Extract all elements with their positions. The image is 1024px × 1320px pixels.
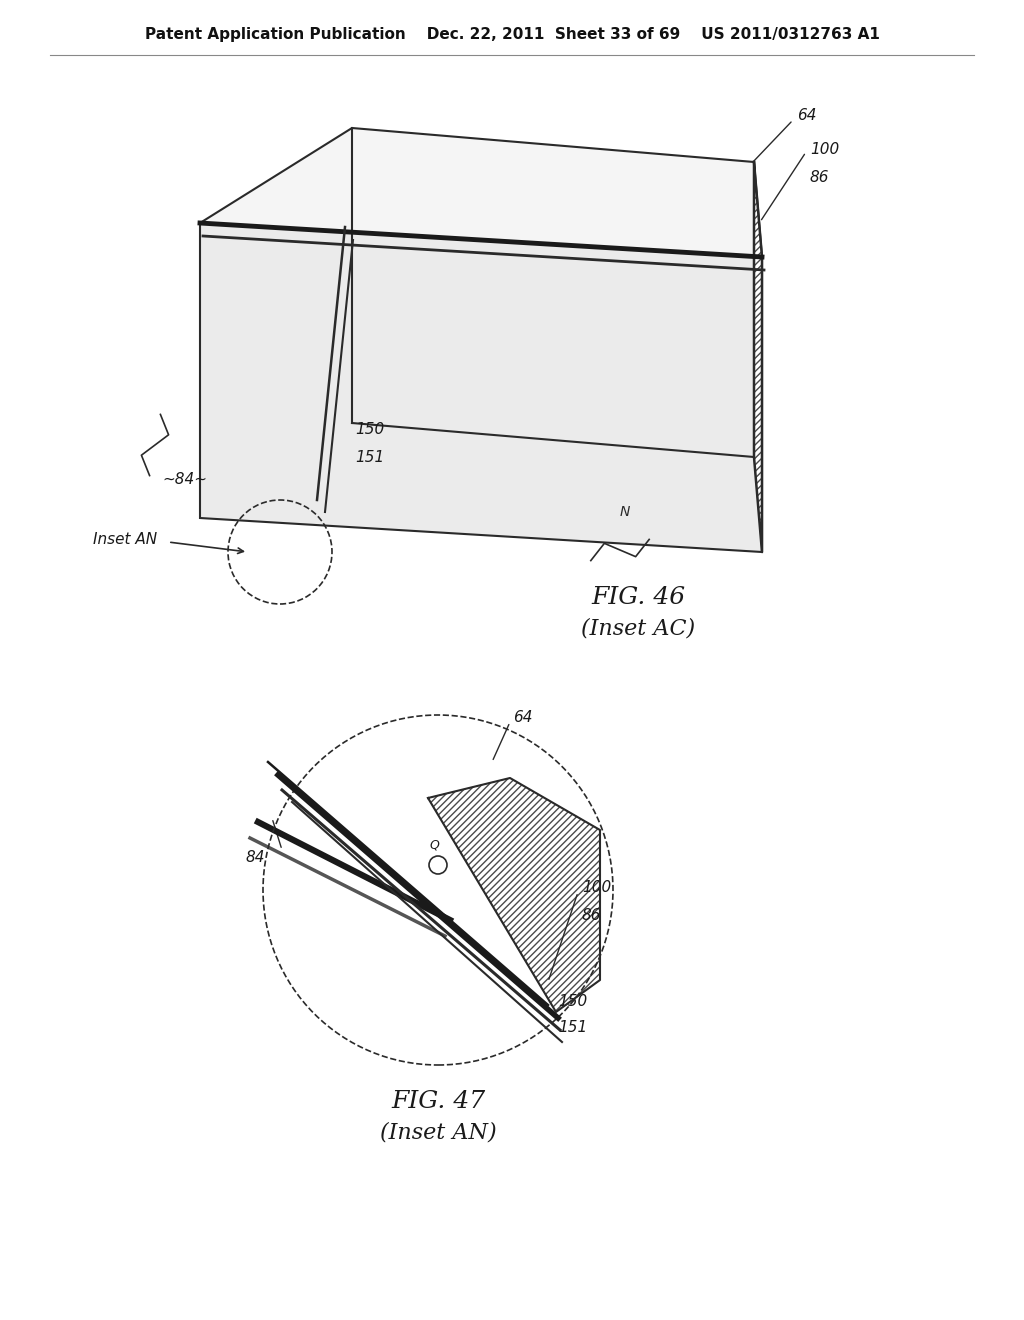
Text: N: N [620,506,630,519]
Polygon shape [200,223,762,552]
Text: Q: Q [429,838,439,851]
Text: Inset AN: Inset AN [93,532,157,548]
Text: 151: 151 [355,450,384,466]
Text: 150: 150 [355,422,384,437]
Text: 86: 86 [810,170,829,186]
Text: ~84~: ~84~ [163,473,208,487]
Text: 151: 151 [558,1019,587,1035]
Text: (Inset AC): (Inset AC) [581,616,695,639]
Polygon shape [754,162,762,552]
Text: FIG. 47: FIG. 47 [391,1090,485,1114]
Text: FIG. 46: FIG. 46 [591,586,685,610]
Polygon shape [428,777,600,1012]
Polygon shape [200,128,762,257]
Text: (Inset AN): (Inset AN) [380,1121,497,1143]
Circle shape [429,855,447,874]
Text: Patent Application Publication    Dec. 22, 2011  Sheet 33 of 69    US 2011/03127: Patent Application Publication Dec. 22, … [144,28,880,42]
Text: 64: 64 [513,710,532,726]
Text: 100: 100 [810,143,840,157]
Text: 100: 100 [582,880,611,895]
Text: 84: 84 [246,850,265,866]
Text: 150: 150 [558,994,587,1010]
FancyArrowPatch shape [171,543,244,553]
Text: 86: 86 [582,908,601,923]
Text: 64: 64 [797,108,816,124]
